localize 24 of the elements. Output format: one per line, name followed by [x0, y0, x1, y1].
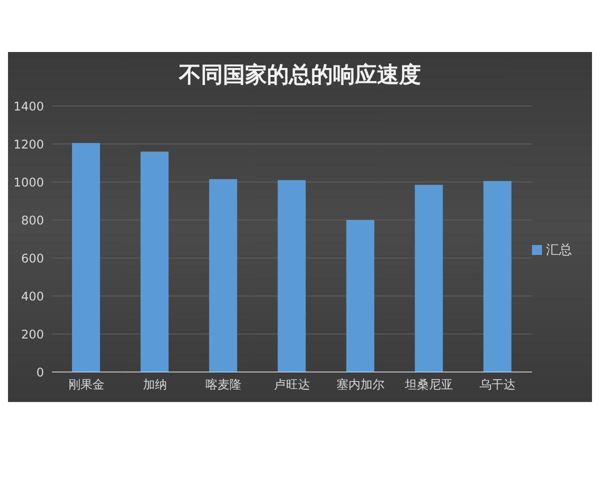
x-tick-label: 塞内加尔: [336, 378, 385, 392]
bar: [140, 152, 169, 372]
y-tick-label: 200: [21, 327, 44, 342]
bar: [72, 143, 100, 372]
x-tick-label: 乌干达: [480, 378, 516, 392]
legend-label: 汇总: [546, 243, 572, 258]
y-tick-label: 600: [21, 251, 44, 266]
y-tick-label: 1400: [13, 99, 44, 114]
y-tick-label: 1200: [13, 137, 44, 152]
x-tick-label: 刚果金: [68, 378, 104, 392]
x-tick-label: 卢旺达: [274, 378, 310, 392]
x-tick-label: 喀麦隆: [205, 378, 242, 392]
y-tick-label: 400: [21, 289, 44, 304]
bar: [209, 179, 238, 372]
bar: [414, 184, 443, 372]
bar: [483, 181, 512, 372]
y-tick-label: 0: [36, 365, 44, 380]
chart-title: 不同国家的总的响应速度: [178, 61, 422, 90]
y-tick-label: 800: [21, 213, 44, 228]
x-tick-label: 坦桑尼亚: [404, 378, 454, 392]
bar: [346, 220, 374, 372]
bar: [278, 180, 306, 372]
y-tick-label: 1000: [13, 175, 44, 190]
x-tick-label: 加纳: [142, 378, 167, 392]
